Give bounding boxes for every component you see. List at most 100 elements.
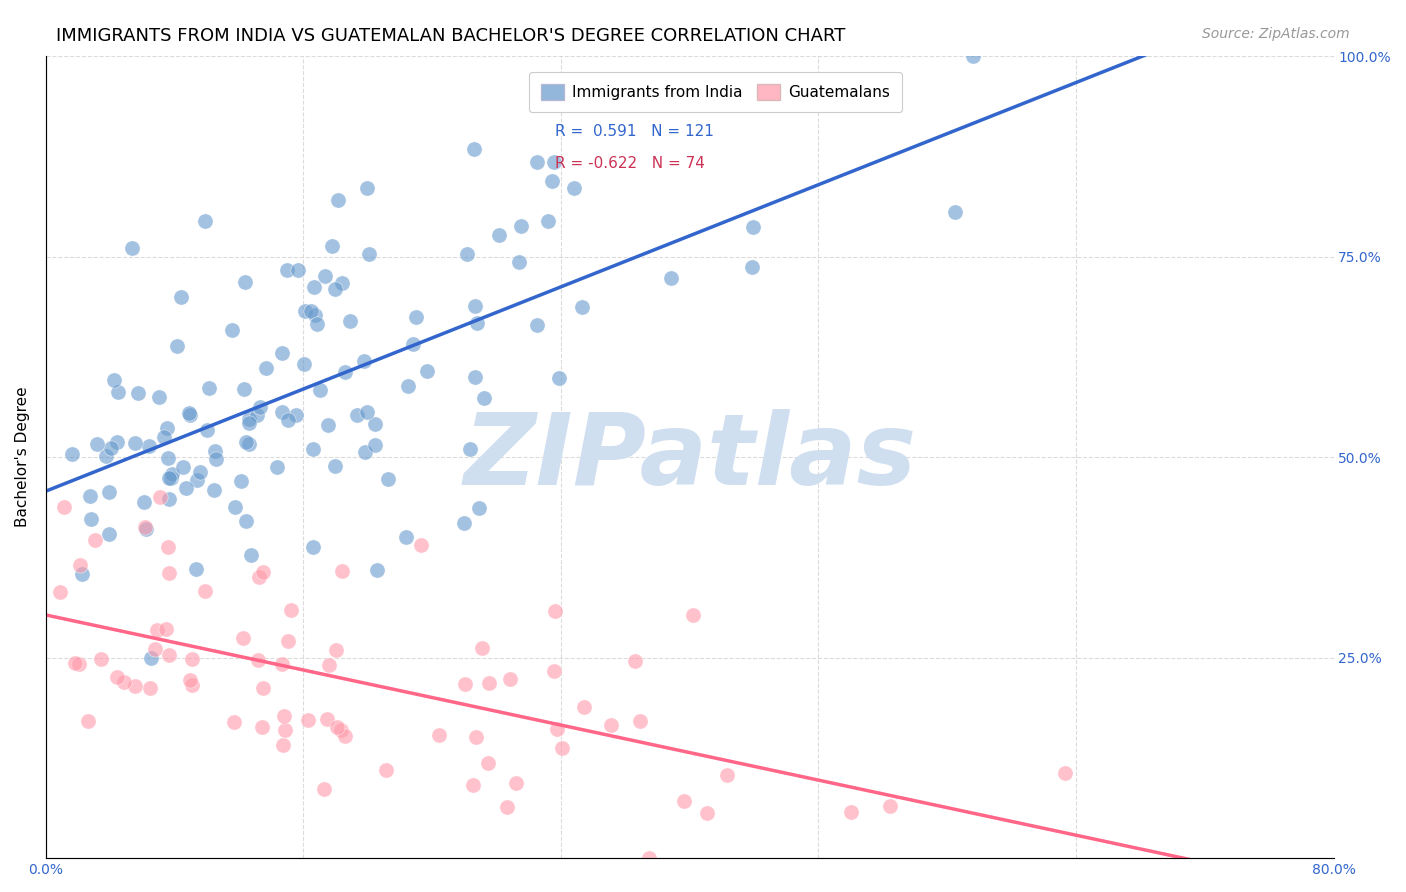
Point	[366, 563, 388, 577]
Point	[357, 246, 380, 260]
Point	[152, 429, 174, 443]
Point	[232, 632, 254, 646]
Point	[97, 485, 120, 500]
Point	[271, 346, 294, 360]
Point	[526, 318, 548, 332]
Point	[181, 678, 204, 692]
Point	[194, 214, 217, 228]
Point	[543, 664, 565, 678]
Point	[107, 434, 129, 449]
Point	[274, 723, 297, 738]
Point	[250, 720, 273, 734]
Point	[411, 538, 433, 552]
Point	[543, 154, 565, 169]
Point	[396, 379, 419, 393]
Point	[672, 794, 695, 808]
Point	[402, 337, 425, 351]
Point	[271, 739, 294, 753]
Point	[395, 529, 418, 543]
Point	[333, 365, 356, 379]
Point	[478, 676, 501, 690]
Point	[141, 650, 163, 665]
Point	[204, 483, 226, 497]
Point	[499, 672, 522, 686]
Point	[103, 373, 125, 387]
Point	[155, 421, 177, 435]
Point	[461, 778, 484, 792]
Point	[309, 383, 332, 397]
Point	[157, 492, 180, 507]
Point	[416, 364, 439, 378]
Point	[294, 304, 316, 318]
Point	[356, 405, 378, 419]
Point	[488, 228, 510, 243]
Point	[198, 381, 221, 395]
Point	[323, 459, 346, 474]
Point	[305, 317, 328, 331]
Point	[453, 516, 475, 530]
Point	[49, 585, 72, 599]
Point	[312, 782, 335, 797]
Point	[314, 269, 336, 284]
Point	[276, 413, 298, 427]
Point	[318, 657, 340, 672]
Point	[90, 652, 112, 666]
Point	[76, 714, 98, 728]
Point	[235, 514, 257, 528]
Point	[325, 282, 347, 296]
Point	[839, 805, 862, 820]
Point	[100, 441, 122, 455]
Point	[157, 471, 180, 485]
Point	[186, 473, 208, 487]
Point	[879, 798, 901, 813]
Point	[107, 385, 129, 400]
Point	[427, 728, 450, 742]
Point	[599, 718, 621, 732]
Point	[496, 800, 519, 814]
Point	[224, 500, 246, 514]
Point	[547, 371, 569, 385]
Point	[682, 608, 704, 623]
Point	[472, 391, 495, 405]
Point	[98, 526, 121, 541]
Point	[177, 406, 200, 420]
Point	[162, 467, 184, 481]
Point	[172, 460, 194, 475]
Point	[628, 714, 651, 728]
Text: R =  0.591   N = 121: R = 0.591 N = 121	[554, 124, 713, 139]
Point	[464, 370, 486, 384]
Point	[194, 584, 217, 599]
Point	[60, 447, 83, 461]
Point	[107, 670, 129, 684]
Point	[86, 436, 108, 450]
Point	[1053, 766, 1076, 780]
Point	[170, 290, 193, 304]
Point	[544, 604, 567, 618]
Point	[508, 255, 530, 269]
Point	[339, 313, 361, 327]
Point	[364, 417, 387, 431]
Point	[505, 776, 527, 790]
Point	[148, 390, 170, 404]
Point	[94, 449, 117, 463]
Point	[80, 512, 103, 526]
Point	[112, 674, 135, 689]
Point	[235, 434, 257, 449]
Point	[52, 500, 75, 515]
Point	[458, 442, 481, 456]
Point	[454, 676, 477, 690]
Point	[405, 310, 427, 324]
Point	[353, 445, 375, 459]
Point	[273, 708, 295, 723]
Point	[742, 220, 765, 235]
Point	[962, 49, 984, 63]
Point	[238, 416, 260, 430]
Point	[541, 174, 564, 188]
Point	[276, 262, 298, 277]
Point	[297, 713, 319, 727]
Point	[271, 404, 294, 418]
Point	[181, 652, 204, 666]
Point	[138, 439, 160, 453]
Point	[79, 489, 101, 503]
Point	[157, 450, 180, 465]
